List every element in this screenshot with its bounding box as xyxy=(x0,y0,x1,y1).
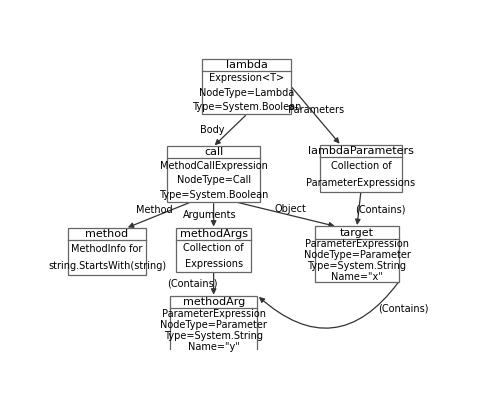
FancyArrowPatch shape xyxy=(216,116,246,144)
Bar xyxy=(176,228,252,272)
Text: lambda: lambda xyxy=(226,60,268,70)
Text: Arguments: Arguments xyxy=(183,210,236,220)
Text: (Contains): (Contains) xyxy=(355,204,406,214)
Bar xyxy=(68,228,146,275)
Text: Type=System.Boolean: Type=System.Boolean xyxy=(159,190,268,200)
Text: methodArg: methodArg xyxy=(182,297,245,307)
Text: Name="y": Name="y" xyxy=(188,342,240,352)
Text: string.StartsWith(string): string.StartsWith(string) xyxy=(48,261,166,271)
Text: Object: Object xyxy=(274,204,306,214)
Bar xyxy=(170,296,257,352)
FancyArrowPatch shape xyxy=(212,204,216,225)
Text: Collection of: Collection of xyxy=(184,243,244,253)
Bar xyxy=(202,59,291,114)
Text: MethodInfo for: MethodInfo for xyxy=(72,244,143,254)
Text: Name="x": Name="x" xyxy=(331,272,383,282)
Text: (Contains): (Contains) xyxy=(378,304,429,314)
Bar xyxy=(320,145,402,192)
Text: Type=System.Boolean: Type=System.Boolean xyxy=(192,102,301,112)
Text: methodArgs: methodArgs xyxy=(180,229,248,239)
Text: method: method xyxy=(86,229,128,239)
Text: Expressions: Expressions xyxy=(184,259,242,269)
Text: Collection of: Collection of xyxy=(330,161,391,171)
Text: (Contains): (Contains) xyxy=(167,279,218,289)
Text: Body: Body xyxy=(200,125,225,135)
FancyArrowPatch shape xyxy=(238,202,334,227)
Text: target: target xyxy=(340,228,374,237)
Text: Type=System.String: Type=System.String xyxy=(164,331,263,341)
FancyArrowPatch shape xyxy=(292,88,339,143)
FancyArrowPatch shape xyxy=(356,193,360,224)
Text: ParameterExpression: ParameterExpression xyxy=(305,239,409,249)
Text: NodeType=Call: NodeType=Call xyxy=(176,175,250,185)
FancyArrowPatch shape xyxy=(129,203,189,227)
Bar xyxy=(316,226,398,283)
Bar xyxy=(167,146,260,202)
Text: ParameterExpressions: ParameterExpressions xyxy=(306,178,416,188)
Text: NodeType=Parameter: NodeType=Parameter xyxy=(304,250,410,260)
Text: MethodCallExpression: MethodCallExpression xyxy=(160,161,268,171)
Text: Parameters: Parameters xyxy=(288,105,344,115)
Text: Expression<T>: Expression<T> xyxy=(209,73,284,83)
Text: NodeType=Parameter: NodeType=Parameter xyxy=(160,320,267,330)
Text: ParameterExpression: ParameterExpression xyxy=(162,309,266,319)
FancyArrowPatch shape xyxy=(260,283,398,328)
FancyArrowPatch shape xyxy=(212,273,216,293)
Text: NodeType=Lambda: NodeType=Lambda xyxy=(199,88,294,97)
Text: lambdaParameters: lambdaParameters xyxy=(308,146,414,156)
Text: Type=System.String: Type=System.String xyxy=(308,261,406,271)
Text: call: call xyxy=(204,147,223,157)
Text: Method: Method xyxy=(136,205,173,215)
